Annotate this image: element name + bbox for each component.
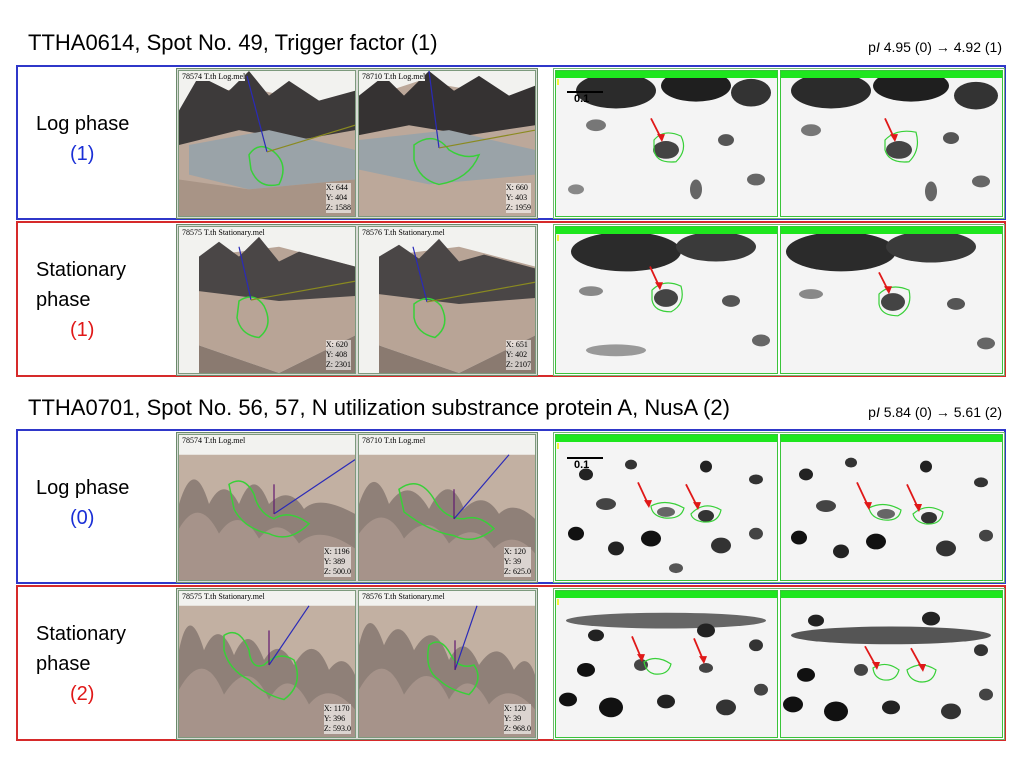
section-1-log-label: Log phase (1) (36, 113, 130, 165)
3d-view-b-coords: X: 120 Y: 39 Z: 968.0 (503, 704, 531, 734)
3d-surface-image (179, 71, 355, 216)
section-2-stat-gel-panel (553, 588, 1005, 740)
gel-title-bar (556, 227, 777, 234)
3d-view-b: 78576 T.th Stationary.mel X: 120 Y: 39 Z: … (358, 590, 536, 738)
gel-image (556, 71, 777, 216)
3d-view-b-label: 78576 T.th Stationary.mel (362, 592, 445, 601)
3d-view-b: 78576 T.th Stationary.mel X: 651 Y: 402 Z:… (358, 226, 536, 374)
scale-bar: 0.1 (567, 91, 603, 105)
gel-image (781, 227, 1002, 373)
3d-view-a-label: 78575 T.th Stationary.mel (182, 592, 265, 601)
gel-title-bar (781, 227, 1002, 234)
gel-image (781, 71, 1002, 216)
gel-view-a: 0.1 (555, 70, 778, 217)
gel-view-b (780, 70, 1003, 217)
gel-tag (557, 235, 559, 241)
gel-image (556, 227, 777, 373)
gel-view-b (780, 590, 1003, 738)
3d-view-b-label: 78710 T.th Log.mel (362, 436, 426, 445)
3d-view-a-coords: X: 1170 Y: 396 Z: 593.0 (323, 704, 351, 734)
3d-surface-image (179, 605, 355, 737)
3d-view-b-label: 78576 T.th Stationary.mel (362, 228, 445, 237)
3d-view-a: 78575 T.th Stationary.mel X: 1170 Y: 396 Z… (178, 590, 356, 738)
section-1-pi: pI 4.95 (0) → 4.92 (1) (868, 39, 1002, 55)
section-1-log-3d-panel: 78574 T.th Log.mel X: 644 Y: 404 Z: 1588 7… (176, 68, 538, 219)
3d-view-a-label: 78574 T.th Log.mel (182, 72, 246, 81)
scale-bar: 0.1 (567, 457, 603, 471)
3d-surface-image (359, 71, 535, 216)
section-2-log-row: Log phase (0) 78574 T.th Log.mel X: 1196… (16, 429, 1006, 584)
gel-image (781, 435, 1002, 580)
section-2-stat-label: Stationary phase (2) (36, 623, 127, 705)
section-1-stat-label: Stationary phase (1) (36, 259, 127, 341)
3d-view-b-coords: X: 120 Y: 39 Z: 625.0 (503, 547, 531, 577)
gel-title-bar (556, 591, 777, 598)
section-1-title: TTHA0614, Spot No. 49, Trigger factor (1… (28, 30, 438, 55)
section-2-stat-3d-panel: 78575 T.th Stationary.mel X: 1170 Y: 396 Z… (176, 588, 538, 740)
3d-view-a-label: 78574 T.th Log.mel (182, 436, 246, 445)
section-1-log-row: Log phase (1) 78574 T.th Log.mel X: 644 Y… (16, 65, 1006, 220)
gel-title-bar (781, 71, 1002, 78)
section-1-stat-gel-panel (553, 224, 1005, 376)
3d-view-b: 78710 T.th Log.mel X: 120 Y: 39 Z: 625.0 (358, 434, 536, 581)
gel-title-bar (556, 435, 777, 442)
3d-view-a: 78574 T.th Log.mel X: 644 Y: 404 Z: 1588 (178, 70, 356, 217)
gel-view-a (555, 226, 778, 374)
section-2-stat-row: Stationary phase (2) 78575 T.th Stationa… (16, 585, 1006, 741)
gel-tag (557, 79, 559, 85)
3d-view-b-label: 78710 T.th Log.mel (362, 72, 426, 81)
gel-image (781, 591, 1002, 737)
section-1-log-gel-panel: 0.1 (553, 68, 1005, 219)
gel-view-b (780, 434, 1003, 581)
section-2-title: TTHA0701, Spot No. 56, 57, N utilization… (28, 395, 730, 420)
gel-view-b (780, 226, 1003, 374)
section-2-log-3d-panel: 78574 T.th Log.mel X: 1196 Y: 389 Z: 500.0… (176, 432, 538, 583)
3d-view-a-coords: X: 1196 Y: 389 Z: 500.0 (323, 547, 351, 577)
gel-view-a (555, 590, 778, 738)
gel-image (556, 591, 777, 737)
3d-view-b-coords: X: 651 Y: 402 Z: 2107 (505, 340, 531, 370)
3d-view-a-coords: X: 644 Y: 404 Z: 1588 (325, 183, 351, 213)
3d-surface-image (199, 236, 355, 373)
3d-surface-image (179, 454, 355, 580)
gel-image (556, 435, 777, 580)
section-1-stat-row: Stationary phase (1) 78575 T.th Stationa… (16, 221, 1006, 377)
3d-view-a-label: 78575 T.th Stationary.mel (182, 228, 265, 237)
3d-view-b: 78710 T.th Log.mel X: 660 Y: 403 Z: 1959 (358, 70, 536, 217)
gel-title-bar (556, 71, 777, 78)
gel-tag (557, 599, 559, 605)
gel-view-a: 0.1 (555, 434, 778, 581)
section-2-log-gel-panel: 0.1 (553, 432, 1005, 583)
section-2-pi: pI 5.84 (0) → 5.61 (2) (868, 404, 1002, 420)
3d-view-b-coords: X: 660 Y: 403 Z: 1959 (505, 183, 531, 213)
3d-view-a-coords: X: 620 Y: 408 Z: 2301 (325, 340, 351, 370)
3d-surface-image (379, 238, 535, 373)
section-2-log-label: Log phase (0) (36, 477, 130, 529)
gel-title-bar (781, 435, 1002, 442)
gel-tag (557, 443, 559, 449)
section-1-stat-3d-panel: 78575 T.th Stationary.mel X: 620 Y: 408 Z:… (176, 224, 538, 376)
3d-view-a: 78575 T.th Stationary.mel X: 620 Y: 408 Z:… (178, 226, 356, 374)
gel-title-bar (781, 591, 1002, 598)
3d-surface-image (359, 454, 535, 580)
3d-view-a: 78574 T.th Log.mel X: 1196 Y: 389 Z: 500.0 (178, 434, 356, 581)
3d-surface-image (359, 605, 535, 737)
